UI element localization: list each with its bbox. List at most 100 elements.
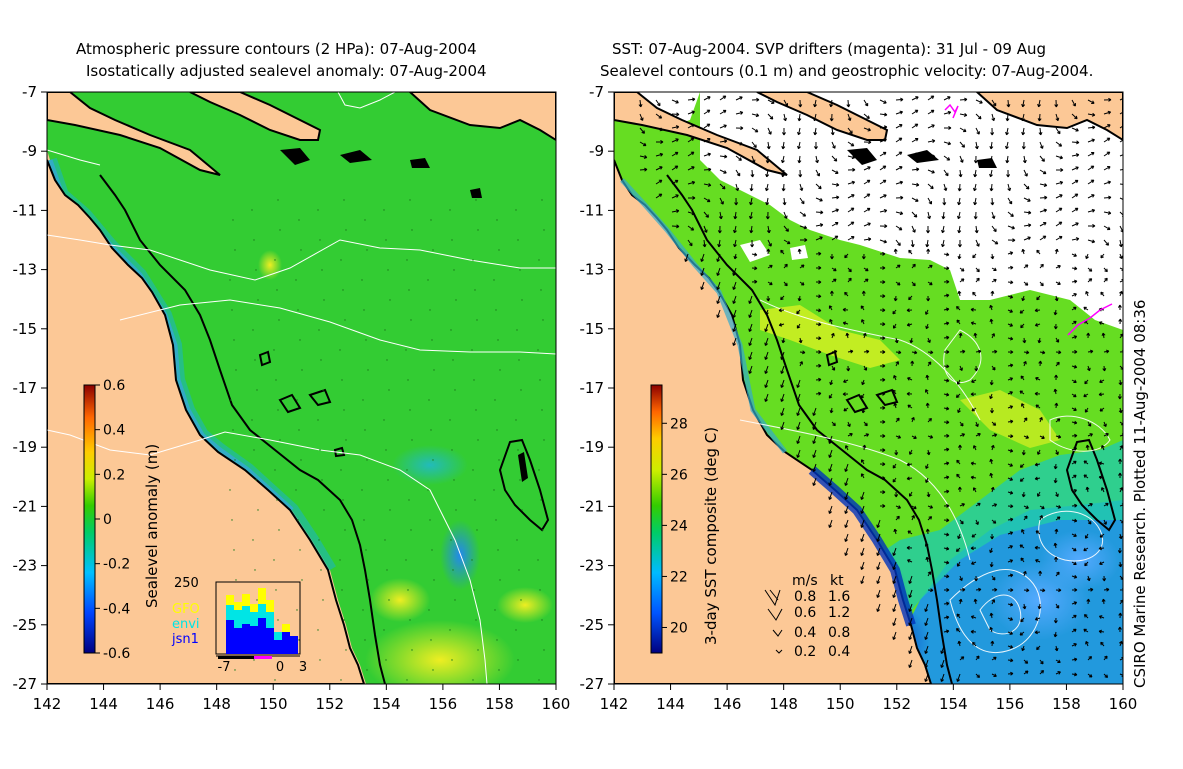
y-tick-label: -23 xyxy=(13,557,38,575)
track-dot xyxy=(362,399,364,401)
velocity-arrow xyxy=(1019,477,1025,482)
velocity-arrow xyxy=(765,183,769,192)
velocity-arrow xyxy=(700,281,705,290)
x-tick-label: 154 xyxy=(939,695,968,713)
track-dot xyxy=(451,239,453,241)
track-dot xyxy=(497,339,499,341)
velocity-arrow xyxy=(943,503,950,508)
velocity-arrow xyxy=(907,559,913,563)
track-dot xyxy=(496,639,498,641)
velocity-arrow xyxy=(1005,155,1010,164)
velocity-arrow xyxy=(1038,360,1043,367)
velocity-arrow xyxy=(750,239,755,248)
track-dot xyxy=(428,609,430,611)
velocity-arrow xyxy=(765,197,770,206)
velocity-arrow xyxy=(1007,477,1014,481)
velocity-arrow xyxy=(1087,421,1092,427)
velocity-arrow xyxy=(1087,349,1094,354)
velocity-arrow xyxy=(719,95,727,101)
velocity-arrow xyxy=(797,113,802,122)
velocity-arrow xyxy=(1007,434,1014,439)
velocity-arrow xyxy=(671,165,679,171)
track-dot xyxy=(493,279,495,281)
velocity-arrow xyxy=(879,239,887,244)
velocity-arrow xyxy=(991,99,997,107)
histogram-bar xyxy=(226,605,234,620)
track-dot xyxy=(498,669,500,671)
track-dot xyxy=(432,459,434,461)
velocity-arrow xyxy=(975,432,981,437)
track-dot xyxy=(455,509,457,511)
velocity-arrow xyxy=(831,195,840,200)
velocity-arrow xyxy=(799,350,806,355)
velocity-arrow xyxy=(957,533,961,540)
velocity-arrow xyxy=(1071,533,1077,537)
track-dot xyxy=(543,439,545,441)
velocity-arrow xyxy=(943,335,950,340)
sealevel-contour xyxy=(1038,510,1103,562)
velocity-arrow xyxy=(751,113,760,118)
velocity-arrow xyxy=(893,295,898,302)
track-dot xyxy=(537,349,539,351)
velocity-arrow xyxy=(957,225,962,234)
velocity-arrow xyxy=(764,337,769,346)
velocity-arrow xyxy=(860,459,865,465)
velocity-arrow xyxy=(719,183,726,190)
velocity-arrow xyxy=(927,169,935,174)
velocity-arrow xyxy=(783,263,788,269)
velocity-arrow xyxy=(861,319,865,325)
velocity-arrow xyxy=(1085,253,1089,260)
velocity-arrow xyxy=(876,575,881,584)
track-dot xyxy=(322,599,324,601)
velocity-arrow xyxy=(671,125,680,130)
velocity-arrow xyxy=(1071,489,1078,493)
x-tick-label: 144 xyxy=(656,695,685,713)
velocity-arrow xyxy=(910,360,915,367)
velocity-arrow xyxy=(1039,263,1044,269)
track-dot xyxy=(409,409,411,411)
velocity-arrow xyxy=(958,332,963,339)
velocity-arrow xyxy=(1006,99,1011,108)
velocity-arrow xyxy=(1071,407,1077,412)
track-dot xyxy=(516,329,518,331)
right-map xyxy=(614,92,1123,684)
track-dot xyxy=(363,519,365,521)
sealevel-contour xyxy=(943,329,982,384)
y-tick-label: -27 xyxy=(580,675,605,693)
velocity-arrow xyxy=(943,364,950,369)
velocity-arrow xyxy=(1023,236,1031,241)
velocity-arrow xyxy=(1007,644,1014,649)
velocity-arrow xyxy=(991,333,995,339)
velocity-arrow xyxy=(1023,360,1027,367)
velocity-arrow xyxy=(844,253,849,259)
track-dot xyxy=(366,249,368,251)
velocity-arrow xyxy=(1071,614,1077,619)
velocity-arrow xyxy=(1055,141,1063,147)
velocity-arrow xyxy=(703,123,711,129)
y-tick-label: -9 xyxy=(589,142,604,160)
velocity-arrow xyxy=(975,277,980,283)
velocity-arrow xyxy=(908,249,913,255)
histogram-xticks: -7 0 3 xyxy=(218,660,308,675)
velocity-arrow xyxy=(796,393,801,402)
track-dot xyxy=(498,249,500,251)
x-tick-label: 142 xyxy=(600,695,629,713)
velocity-arrow xyxy=(895,264,901,269)
velocity-arrow xyxy=(863,113,870,119)
velocity-arrow xyxy=(991,433,998,438)
velocity-arrow xyxy=(991,113,996,122)
velocity-arrow xyxy=(970,475,977,480)
velocity-arrow xyxy=(957,290,962,297)
velocity-arrow xyxy=(1007,363,1014,368)
velocity-arrow xyxy=(943,433,950,438)
velocity-arrow xyxy=(879,308,886,313)
velocity-arrow xyxy=(1119,98,1123,101)
velocity-arrow xyxy=(943,574,950,579)
track-dot xyxy=(319,449,321,451)
track-dot xyxy=(454,389,456,391)
velocity-arrow xyxy=(780,393,785,402)
track-dot xyxy=(495,519,497,521)
velocity-arrow xyxy=(799,264,805,269)
velocity-arrow xyxy=(1007,490,1014,495)
velocity-arrow xyxy=(908,645,913,654)
